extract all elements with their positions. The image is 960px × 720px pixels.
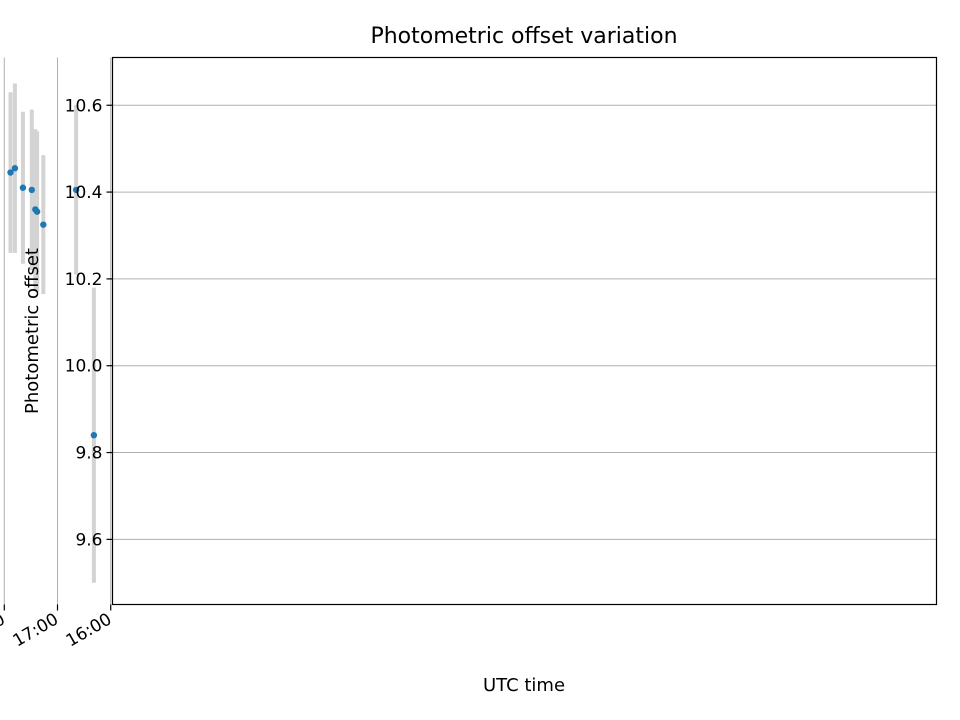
x-axis-label: UTC time xyxy=(483,675,565,696)
y-tick-label: 9.6 xyxy=(75,530,102,550)
y-tick-label: 10.6 xyxy=(65,96,103,116)
data-point xyxy=(90,431,98,439)
y-tick-label: 9.8 xyxy=(75,444,102,464)
data-point xyxy=(40,221,47,228)
chart-title: Photometric offset variation xyxy=(370,24,677,49)
y-axis-label: Photometric offset xyxy=(22,248,43,414)
y-tick-label: 10.2 xyxy=(65,270,103,290)
data-point xyxy=(72,186,80,194)
data-point xyxy=(11,165,19,172)
data-point xyxy=(19,184,27,191)
y-axis-ticks: 9.6 9.8 10.0 10.2 10.4 10.6 xyxy=(65,96,113,550)
data-points xyxy=(7,165,98,439)
grid-layer xyxy=(3,57,937,605)
y-tick-label: 10.4 xyxy=(65,183,103,203)
plot-frame xyxy=(111,56,938,606)
data-point xyxy=(7,169,14,176)
y-tick-label: 10.0 xyxy=(65,357,103,377)
data-point xyxy=(28,186,35,194)
data-point xyxy=(32,206,39,213)
